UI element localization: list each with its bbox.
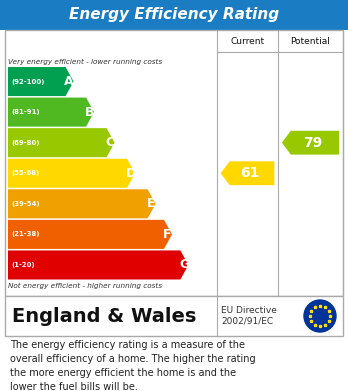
Text: (21-38): (21-38) (11, 231, 40, 237)
Text: Energy Efficiency Rating: Energy Efficiency Rating (69, 7, 279, 23)
Bar (5, 296, 343, 336)
Text: Potential: Potential (291, 36, 331, 45)
Text: (81-91): (81-91) (11, 109, 40, 115)
Text: Very energy efficient - lower running costs: Very energy efficient - lower running co… (8, 59, 162, 65)
Polygon shape (221, 161, 274, 185)
Polygon shape (8, 189, 156, 218)
Bar (5, 30, 343, 296)
Text: (69-80): (69-80) (11, 140, 40, 146)
Text: A: A (64, 75, 74, 88)
Text: B: B (85, 106, 94, 118)
Text: D: D (126, 167, 136, 180)
Text: EU Directive
2002/91/EC: EU Directive 2002/91/EC (221, 306, 277, 326)
Text: G: G (179, 258, 189, 271)
Polygon shape (8, 128, 114, 157)
Text: F: F (163, 228, 172, 241)
Polygon shape (8, 220, 172, 249)
Bar (0, 0, 348, 30)
Text: (39-54): (39-54) (11, 201, 40, 207)
Text: Current: Current (230, 36, 264, 45)
Polygon shape (8, 250, 188, 280)
Text: 61: 61 (240, 166, 259, 180)
Polygon shape (8, 67, 73, 96)
Text: The energy efficiency rating is a measure of the
overall efficiency of a home. T: The energy efficiency rating is a measur… (10, 340, 256, 391)
Text: (92-100): (92-100) (11, 79, 45, 84)
Polygon shape (282, 131, 339, 154)
Text: 79: 79 (303, 136, 322, 150)
Polygon shape (8, 159, 135, 188)
Polygon shape (8, 98, 94, 127)
Text: C: C (106, 136, 115, 149)
Text: Not energy efficient - higher running costs: Not energy efficient - higher running co… (8, 283, 162, 289)
Text: (55-68): (55-68) (11, 170, 39, 176)
Circle shape (304, 300, 336, 332)
Text: E: E (147, 197, 156, 210)
Text: England & Wales: England & Wales (12, 307, 196, 325)
Text: (1-20): (1-20) (11, 262, 34, 268)
